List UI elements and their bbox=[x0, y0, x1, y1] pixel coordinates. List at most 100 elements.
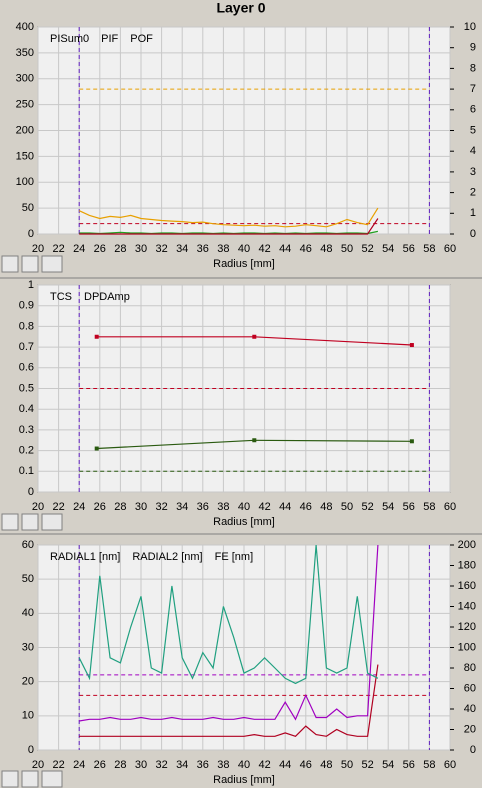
y2-tick-label: 1 bbox=[470, 207, 476, 219]
x-axis-label: Radius [mm] bbox=[213, 774, 275, 786]
x-tick-label: 34 bbox=[176, 759, 188, 771]
x-tick-label: 32 bbox=[155, 501, 167, 513]
y-tick-label: 100 bbox=[16, 176, 34, 188]
series-line bbox=[79, 664, 379, 737]
y2-tick-label: 8 bbox=[470, 62, 476, 74]
x-tick-label: 30 bbox=[135, 243, 147, 255]
x-tick-label: 58 bbox=[423, 243, 435, 255]
pan-button[interactable] bbox=[41, 255, 63, 273]
y2-tick-label: 9 bbox=[470, 42, 476, 54]
x-tick-label: 34 bbox=[176, 243, 188, 255]
x-tick-label: 28 bbox=[114, 501, 126, 513]
x-tick-label: 22 bbox=[52, 759, 64, 771]
x-tick-label: 40 bbox=[238, 501, 250, 513]
y-tick-label: 0.2 bbox=[19, 445, 34, 457]
x-tick-label: 32 bbox=[155, 759, 167, 771]
legend-entry: POF bbox=[130, 33, 153, 45]
x-tick-label: 58 bbox=[423, 501, 435, 513]
y2-tick-label: 7 bbox=[470, 83, 476, 95]
y-tick-label: 0 bbox=[28, 228, 34, 240]
y2-tick-label: 180 bbox=[458, 559, 476, 571]
x-tick-label: 54 bbox=[382, 243, 394, 255]
x-tick-label: 20 bbox=[32, 243, 44, 255]
y-tick-label: 0.6 bbox=[19, 362, 34, 374]
y-tick-label: 0 bbox=[28, 744, 34, 756]
x-tick-label: 50 bbox=[341, 501, 353, 513]
x-tick-label: 52 bbox=[361, 243, 373, 255]
series-line bbox=[79, 544, 379, 722]
x-tick-label: 24 bbox=[73, 501, 85, 513]
y-tick-label: 40 bbox=[22, 607, 34, 619]
legend-entry: PISum0 bbox=[50, 33, 89, 45]
y-tick-label: 200 bbox=[16, 124, 34, 136]
x-tick-label: 42 bbox=[258, 243, 270, 255]
zoom-button[interactable] bbox=[1, 513, 19, 531]
x-axis-label: Radius [mm] bbox=[213, 516, 275, 528]
x-tick-label: 44 bbox=[279, 243, 291, 255]
x-tick-label: 48 bbox=[320, 243, 332, 255]
x-tick-label: 38 bbox=[217, 501, 229, 513]
zoom-button[interactable] bbox=[1, 770, 19, 788]
y2-tick-label: 140 bbox=[458, 600, 476, 612]
point bbox=[409, 343, 414, 348]
x-tick-label: 46 bbox=[300, 243, 312, 255]
x-tick-label: 36 bbox=[197, 501, 209, 513]
cross-button[interactable] bbox=[21, 255, 39, 273]
y2-tick-label: 40 bbox=[464, 703, 476, 715]
y-tick-label: 20 bbox=[22, 676, 34, 688]
y-tick-label: 1 bbox=[28, 279, 34, 291]
x-tick-label: 38 bbox=[217, 759, 229, 771]
y2-tick-label: 80 bbox=[464, 662, 476, 674]
x-tick-label: 36 bbox=[197, 759, 209, 771]
cross-button[interactable] bbox=[21, 770, 39, 788]
x-tick-label: 60 bbox=[444, 759, 456, 771]
y-tick-label: 400 bbox=[16, 21, 34, 33]
x-tick-label: 46 bbox=[300, 501, 312, 513]
x-tick-label: 60 bbox=[444, 501, 456, 513]
y2-tick-label: 20 bbox=[464, 723, 476, 735]
y2-tick-label: 6 bbox=[470, 104, 476, 116]
x-tick-label: 22 bbox=[52, 243, 64, 255]
x-tick-label: 26 bbox=[94, 759, 106, 771]
legend-entry: PIF bbox=[101, 33, 118, 45]
y-tick-label: 300 bbox=[16, 73, 34, 85]
x-tick-label: 44 bbox=[279, 759, 291, 771]
y2-tick-label: 60 bbox=[464, 682, 476, 694]
y-tick-label: 0.9 bbox=[19, 300, 34, 312]
x-tick-label: 26 bbox=[94, 501, 106, 513]
zoom-button[interactable] bbox=[1, 255, 19, 273]
x-tick-label: 54 bbox=[382, 759, 394, 771]
cross-button[interactable] bbox=[21, 513, 39, 531]
y-tick-label: 0.4 bbox=[19, 403, 34, 415]
series-line bbox=[78, 207, 379, 228]
x-tick-label: 30 bbox=[135, 501, 147, 513]
y2-tick-label: 200 bbox=[458, 539, 476, 551]
x-tick-label: 30 bbox=[135, 759, 147, 771]
toolbar bbox=[1, 255, 63, 788]
y2-tick-label: 3 bbox=[470, 166, 476, 178]
x-tick-label: 28 bbox=[114, 243, 126, 255]
series-line bbox=[79, 218, 379, 235]
pan-button[interactable] bbox=[41, 770, 63, 788]
x-tick-label: 22 bbox=[52, 501, 64, 513]
series-line bbox=[79, 230, 379, 235]
series-line bbox=[78, 544, 379, 685]
x-tick-label: 56 bbox=[403, 759, 415, 771]
legend-entry: TCS bbox=[50, 291, 72, 303]
x-tick-label: 46 bbox=[300, 759, 312, 771]
window-title: Layer 0 bbox=[216, 0, 265, 16]
x-tick-label: 36 bbox=[197, 243, 209, 255]
pan-button[interactable] bbox=[41, 513, 63, 531]
legend-entry: FE [nm] bbox=[215, 551, 254, 563]
x-tick-label: 48 bbox=[320, 759, 332, 771]
y2-tick-label: 10 bbox=[464, 21, 476, 33]
x-tick-label: 28 bbox=[114, 759, 126, 771]
y2-tick-label: 100 bbox=[458, 641, 476, 653]
x-tick-label: 40 bbox=[238, 243, 250, 255]
point bbox=[409, 439, 414, 444]
x-tick-label: 50 bbox=[341, 759, 353, 771]
x-tick-label: 34 bbox=[176, 501, 188, 513]
point bbox=[94, 446, 99, 451]
